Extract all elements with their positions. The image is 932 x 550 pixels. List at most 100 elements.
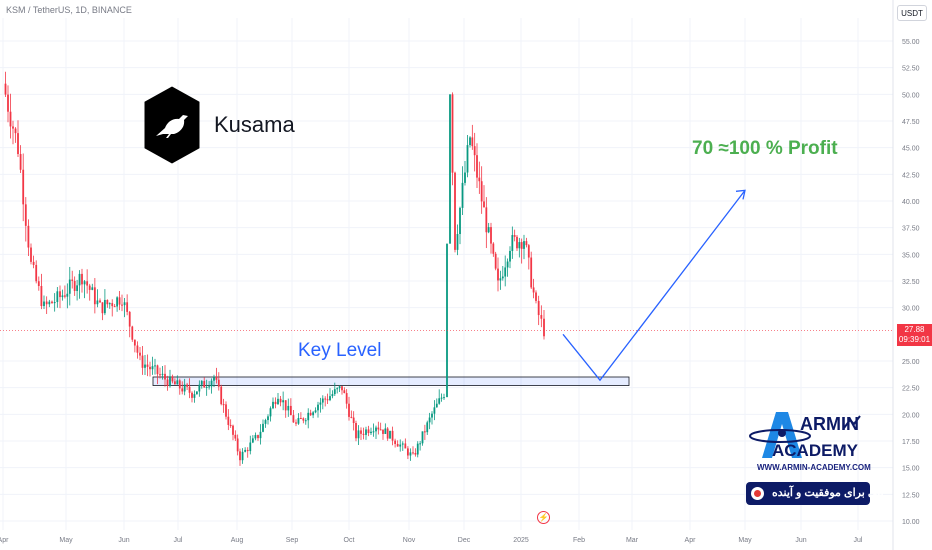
candle-body [254,435,257,439]
candle-body [126,302,129,312]
candle-body [210,380,213,387]
candle-body [178,380,181,389]
candle-body [426,422,429,433]
candle-body [198,384,201,392]
candle-body [272,401,274,409]
candle-body [171,376,174,382]
candle-body [333,389,336,395]
candle-body [183,384,186,392]
key-level-rect [152,376,630,386]
candle-body [229,424,232,426]
x-tick-label: Jul [854,537,863,544]
y-tick-label: 15.00 [902,466,920,473]
candle-body [362,433,365,435]
candle-body [232,425,234,435]
candle-body [164,373,166,380]
candle-body [123,302,126,306]
x-tick-label: Jun [118,537,129,544]
candle-body [431,413,433,418]
candles[interactable] [4,71,545,466]
candle-body [404,443,407,449]
candle-body [32,261,35,265]
last-price-label: 27.88 09:39:01 [897,324,932,347]
y-tick-label: 40.00 [902,199,920,206]
candle-body [156,365,159,375]
candle-body [352,417,355,424]
candle-body [446,243,448,398]
symbol-label[interactable]: KSM / TetherUS, 1D, BINANCE [6,5,132,15]
candle-body [302,418,305,421]
candle-body [37,281,40,287]
candle-body [375,427,377,432]
candle-body [506,261,509,268]
candle-body [423,431,426,433]
candle-body [128,311,131,327]
candle-body [469,137,471,146]
lightning-icon[interactable]: ⚡ [537,511,550,524]
candle-body [372,431,375,433]
x-tick-label: Jun [795,537,806,544]
candle-body [483,201,485,208]
candle-body [53,301,56,304]
candle-body [543,318,545,337]
key-level-zone[interactable] [152,376,630,386]
candle-body [345,393,348,404]
target-icon [751,487,764,500]
y-tick-label: 22.50 [902,386,920,393]
candle-body [259,431,262,439]
x-tick-label: 2025 [513,537,529,544]
candle-body [191,392,193,398]
candle-body [324,398,327,400]
candle-body [24,204,27,226]
projection-path[interactable] [562,189,746,382]
candle-body [525,241,528,246]
candle-body [61,295,64,298]
candle-body [227,416,230,425]
candle-body [360,430,362,434]
candle-body [45,301,48,305]
x-tick-label: May [738,537,752,544]
candle-body [35,264,38,282]
candle-body [317,404,319,411]
candle-body [297,418,300,424]
y-tick-label: 12.50 [902,492,920,499]
candle-body [421,431,424,444]
candle-body [406,448,409,456]
candle-body [7,94,9,112]
candle-body [30,247,32,262]
candle-body [329,396,331,401]
candle-body [96,300,99,305]
y-tick-label: 20.00 [902,412,920,419]
candle-body [27,225,30,248]
candle-body [146,364,149,367]
time-axis[interactable]: Apr May Jun Jul Aug Sep Oct Nov Dec 2025 Feb Mar Apr… [0,537,863,544]
candle-body [264,420,267,424]
price-axis[interactable]: 55.00 52.50 50.00 47.50 45.00 42.50 40.00 37.50… [902,39,920,526]
y-tick-label: 32.50 [902,279,920,286]
candle-body [91,287,94,290]
candle-body [176,380,179,385]
candle-body [499,278,502,281]
candle-body [343,390,346,394]
key-level-text[interactable]: Key Level [298,340,382,361]
x-tick-label: Dec [458,537,471,544]
candle-body [377,427,380,430]
x-tick-label: Apr [685,537,697,544]
x-tick-label: Sep [286,537,299,544]
candle-body [106,299,109,305]
candle-body [139,352,141,356]
candle-body [509,250,511,262]
candle-body [246,449,249,452]
profit-text[interactable]: 70 ≈100 % Profit [692,138,838,159]
candle-body [523,241,525,249]
y-tick-label: 10.00 [902,519,920,526]
currency-button[interactable]: USDT [897,5,927,21]
candle-body [312,412,315,416]
candle-body [399,444,402,447]
candle-body [401,443,404,445]
y-tick-label: 55.00 [902,39,920,46]
candle-body [76,285,79,291]
candle-body [326,399,329,401]
candle-body [443,397,445,399]
